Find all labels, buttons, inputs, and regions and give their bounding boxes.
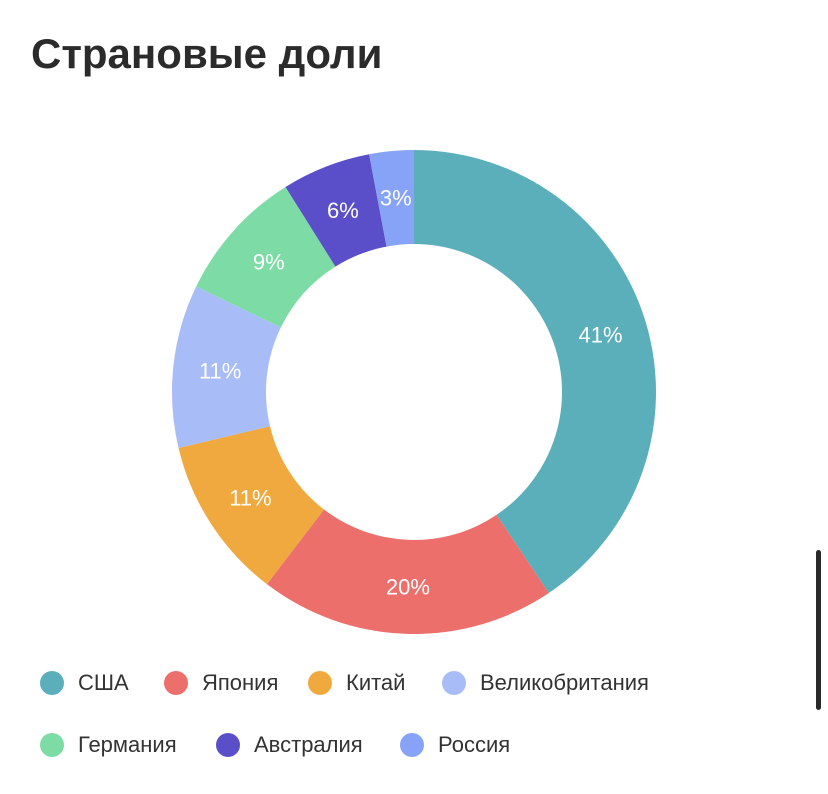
slice-label-7: 3% bbox=[380, 185, 412, 210]
legend-label-australia: Австралия bbox=[254, 732, 363, 757]
scrollbar-thumb[interactable] bbox=[816, 550, 821, 710]
legend-dot-china bbox=[308, 671, 332, 695]
legend-dot-uk bbox=[442, 671, 466, 695]
legend-label-uk: Великобритания bbox=[480, 670, 649, 695]
chart-title: Страновые доли bbox=[31, 30, 383, 77]
legend-label-japan: Япония bbox=[202, 670, 279, 695]
slice-5[interactable] bbox=[196, 186, 336, 328]
slice-label-1: 41% bbox=[579, 323, 623, 348]
legend-item-china[interactable]: Китай bbox=[308, 670, 405, 696]
slice-label-3: 11% bbox=[229, 486, 271, 511]
legend-dot-japan bbox=[164, 671, 188, 695]
legend-item-japan[interactable]: Япония bbox=[164, 670, 278, 696]
slice-4[interactable] bbox=[171, 286, 281, 448]
slice-label-2: 20% bbox=[386, 574, 430, 599]
legend-label-china: Китай bbox=[346, 670, 406, 695]
legend-item-uk[interactable]: Великобритания bbox=[442, 670, 649, 696]
legend-item-germany[interactable]: Германия bbox=[40, 732, 177, 758]
donut-chart: 41% 20% 11% 11% 9% 6% 3% bbox=[171, 150, 657, 634]
legend-label-russia: Россия bbox=[438, 732, 511, 757]
slice-6[interactable] bbox=[285, 154, 387, 267]
legend-dot-usa bbox=[40, 671, 64, 695]
slice-3[interactable] bbox=[178, 426, 325, 585]
legend-dot-russia bbox=[400, 733, 424, 757]
legend-label-usa: США bbox=[78, 670, 129, 695]
legend-item-russia[interactable]: Россия bbox=[400, 732, 510, 758]
slice-label-4: 11% bbox=[199, 358, 241, 383]
legend-item-australia[interactable]: Австралия bbox=[216, 732, 363, 758]
slice-1[interactable] bbox=[414, 150, 657, 593]
legend-dot-germany bbox=[40, 733, 64, 757]
legend-item-usa[interactable]: США bbox=[40, 670, 129, 696]
slice-7[interactable] bbox=[369, 150, 414, 247]
slice-label-5: 9% bbox=[253, 249, 285, 274]
legend-dot-australia bbox=[216, 733, 240, 757]
slice-2[interactable] bbox=[266, 509, 549, 634]
legend-label-germany: Германия bbox=[78, 732, 177, 757]
slice-label-6: 6% bbox=[327, 198, 359, 223]
